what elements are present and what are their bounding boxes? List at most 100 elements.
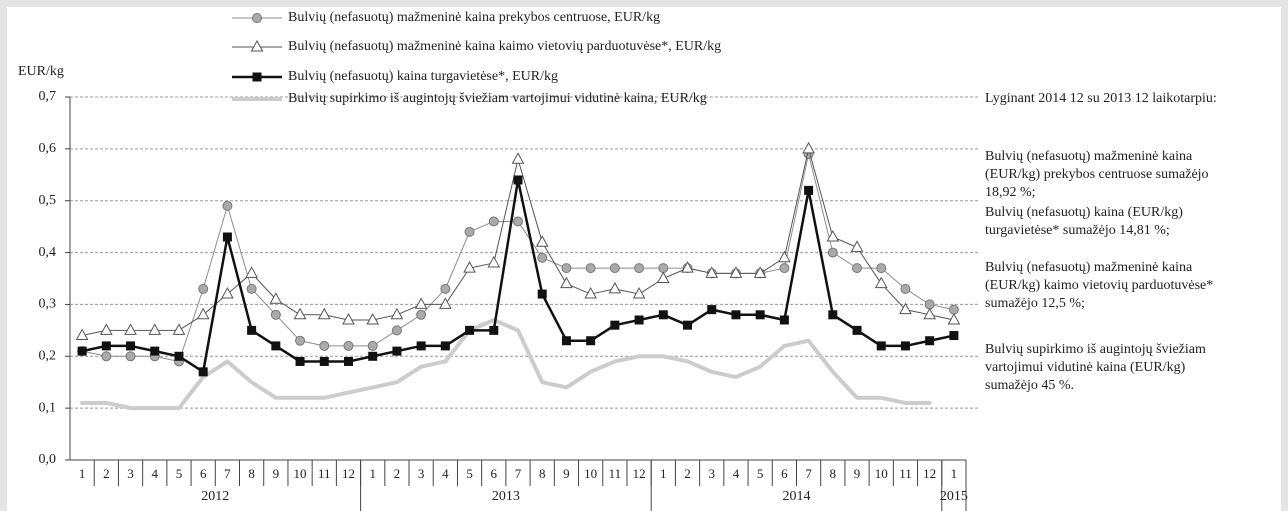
x-tick-label: 10 (584, 466, 597, 481)
point (368, 351, 378, 361)
point (75, 328, 89, 341)
annotation-line: sumažėjo 45 %. (985, 378, 1074, 393)
point (900, 283, 911, 294)
point (101, 351, 112, 362)
point (319, 340, 330, 351)
x-tick-label: 3 (127, 466, 134, 481)
x-tick-label: 4 (733, 466, 740, 481)
y-axis-label: EUR/kg (18, 64, 64, 79)
annotation-line: Bulvių (nefasuotų) kaina (EUR/kg) (985, 205, 1183, 220)
point (246, 283, 257, 294)
point (271, 341, 281, 351)
legend-marker (252, 72, 262, 82)
x-tick-label: 11 (318, 466, 331, 481)
point (390, 307, 404, 320)
point (585, 263, 596, 274)
year-label: 2012 (201, 489, 229, 504)
point (899, 302, 912, 315)
x-tick-label: 2 (103, 466, 110, 481)
point (465, 325, 475, 335)
point (196, 307, 210, 320)
point (779, 315, 789, 325)
x-tick-label: 1 (369, 466, 376, 481)
annotation-line: 18,92 %; (985, 185, 1036, 200)
x-tick-label: 7 (515, 466, 522, 481)
point (608, 281, 622, 294)
y-tick-label: 0,7 (39, 89, 57, 104)
point (826, 229, 840, 242)
point (101, 341, 111, 351)
series-line (80, 317, 932, 411)
x-tick-label: 6 (781, 466, 788, 481)
point (488, 216, 499, 227)
x-tick-label: 4 (442, 466, 449, 481)
x-tick-label: 10 (875, 466, 888, 481)
point (609, 263, 620, 274)
point (925, 336, 935, 346)
point (391, 325, 402, 336)
point (804, 185, 814, 195)
point (174, 351, 184, 361)
point (293, 307, 307, 320)
annotation-heading: Lyginant 2014 12 su 2013 12 laikotarpiu: (985, 91, 1217, 106)
annotation-line: Bulvių (nefasuotų) mažmeninė kaina (985, 149, 1193, 164)
point (440, 341, 450, 351)
y-tick-label: 0,2 (39, 349, 57, 364)
point (343, 340, 354, 351)
point (513, 216, 523, 227)
point (923, 307, 937, 320)
legend-label: Bulvių (nefasuotų) mažmeninė kaina preky… (288, 10, 660, 25)
x-tick-label: 2 (394, 466, 401, 481)
x-tick-label: 7 (805, 466, 812, 481)
point (634, 263, 645, 274)
x-tick-label: 9 (854, 466, 861, 481)
x-tick-label: 1 (79, 466, 86, 481)
x-tick-label: 2 (684, 466, 691, 481)
point (172, 323, 186, 335)
annotation-line: turgavietėse* sumažėjo 14,81 %; (985, 223, 1170, 238)
y-tick-label: 0,0 (39, 452, 57, 467)
point (755, 310, 765, 320)
x-tick-label: 3 (708, 466, 715, 481)
point (900, 341, 910, 351)
point (561, 263, 572, 274)
point (827, 247, 838, 258)
point (487, 255, 501, 268)
y-tick-label: 0,3 (39, 297, 57, 312)
x-tick-label: 1 (951, 466, 958, 481)
point (561, 336, 571, 346)
point (753, 266, 767, 278)
x-tick-label: 9 (273, 466, 280, 481)
point (222, 200, 233, 211)
point (245, 266, 258, 278)
point (366, 312, 380, 325)
x-tick-label: 12 (633, 466, 646, 481)
legend-marker (252, 13, 262, 23)
point (295, 356, 305, 366)
point (247, 325, 257, 335)
point (489, 325, 499, 335)
point (658, 263, 669, 274)
point (367, 340, 378, 351)
point (416, 309, 427, 320)
point (270, 309, 281, 320)
x-tick-label: 5 (466, 466, 473, 481)
point (463, 261, 476, 273)
annotation-line: (EUR/kg) prekybos centruose sumažėjo (985, 167, 1209, 182)
year-label: 2014 (782, 489, 810, 504)
point (632, 287, 646, 299)
x-tick-label: 6 (491, 466, 498, 481)
legend-marker (250, 39, 264, 52)
point (125, 351, 136, 362)
point (414, 297, 428, 309)
point (537, 252, 548, 263)
point (828, 310, 838, 320)
year-label: 2015 (940, 489, 968, 504)
point (683, 320, 693, 330)
x-tick-label: 11 (899, 466, 912, 481)
point (876, 341, 886, 351)
point (731, 310, 741, 320)
point (198, 367, 208, 377)
